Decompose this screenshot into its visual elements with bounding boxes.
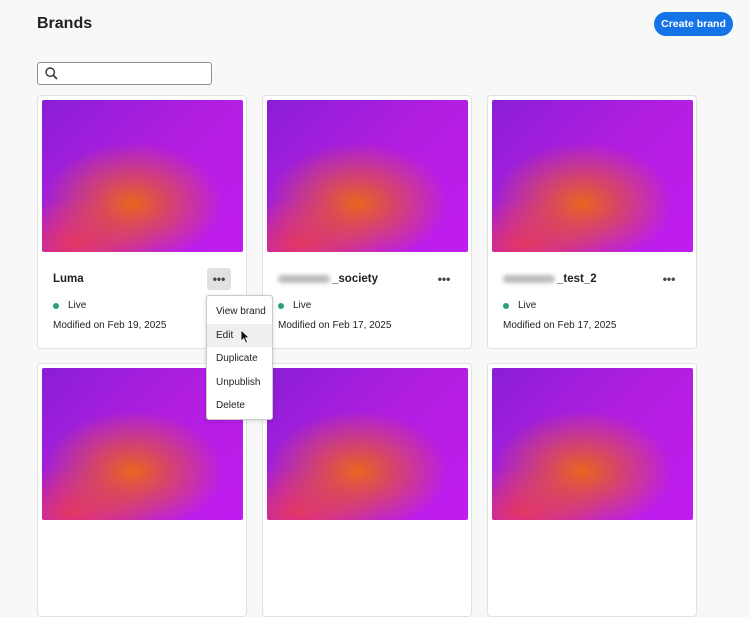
ellipsis-icon: ••• [662, 272, 676, 286]
create-brand-button[interactable]: Create brand [654, 12, 733, 36]
brand-card[interactable]: _society ••• Live Modified on Feb 17, 2025 [262, 95, 472, 349]
brand-thumbnail[interactable] [42, 100, 243, 252]
status-badge: Live [278, 300, 311, 311]
menu-item-unpublish[interactable]: Unpublish [216, 376, 261, 388]
menu-item-view-brand[interactable]: View brand [216, 306, 266, 318]
page-title: Brands [37, 15, 93, 32]
redacted-text [278, 275, 330, 283]
brand-card[interactable] [487, 363, 697, 617]
search-field[interactable] [37, 62, 212, 85]
menu-item-delete[interactable]: Delete [216, 400, 245, 412]
status-badge: Live [53, 300, 86, 311]
redacted-text [503, 275, 555, 283]
brand-thumbnail[interactable] [492, 368, 693, 520]
modified-date: Modified on Feb 19, 2025 [53, 320, 167, 331]
brand-thumbnail[interactable] [267, 368, 468, 520]
live-dot-icon [53, 302, 59, 309]
modified-date: Modified on Feb 17, 2025 [503, 320, 617, 331]
brand-card[interactable] [262, 363, 472, 617]
more-actions-button[interactable]: ••• [207, 268, 231, 290]
live-dot-icon [278, 302, 284, 309]
ellipsis-icon: ••• [437, 272, 451, 286]
more-actions-button[interactable]: ••• [657, 268, 681, 290]
search-input[interactable] [64, 65, 204, 82]
ellipsis-icon: ••• [212, 272, 226, 286]
mouse-cursor-icon [240, 329, 250, 344]
more-actions-button[interactable]: ••• [432, 268, 456, 290]
brand-name: _society [278, 273, 378, 285]
live-dot-icon [503, 302, 509, 309]
brand-thumbnail[interactable] [492, 100, 693, 252]
menu-item-edit[interactable]: Edit [207, 323, 272, 347]
search-icon [45, 67, 58, 80]
brand-name: Luma [53, 273, 84, 285]
card-actions-menu: View brand Edit Duplicate Unpublish Dele… [206, 295, 273, 420]
status-badge: Live [503, 300, 536, 311]
menu-item-duplicate[interactable]: Duplicate [216, 353, 258, 365]
modified-date: Modified on Feb 17, 2025 [278, 320, 392, 331]
brand-card[interactable]: _test_2 ••• Live Modified on Feb 17, 2025 [487, 95, 697, 349]
brand-card[interactable]: Luma ••• Live Modified on Feb 19, 2025 [37, 95, 247, 349]
brand-thumbnail[interactable] [267, 100, 468, 252]
brand-name: _test_2 [503, 273, 597, 285]
